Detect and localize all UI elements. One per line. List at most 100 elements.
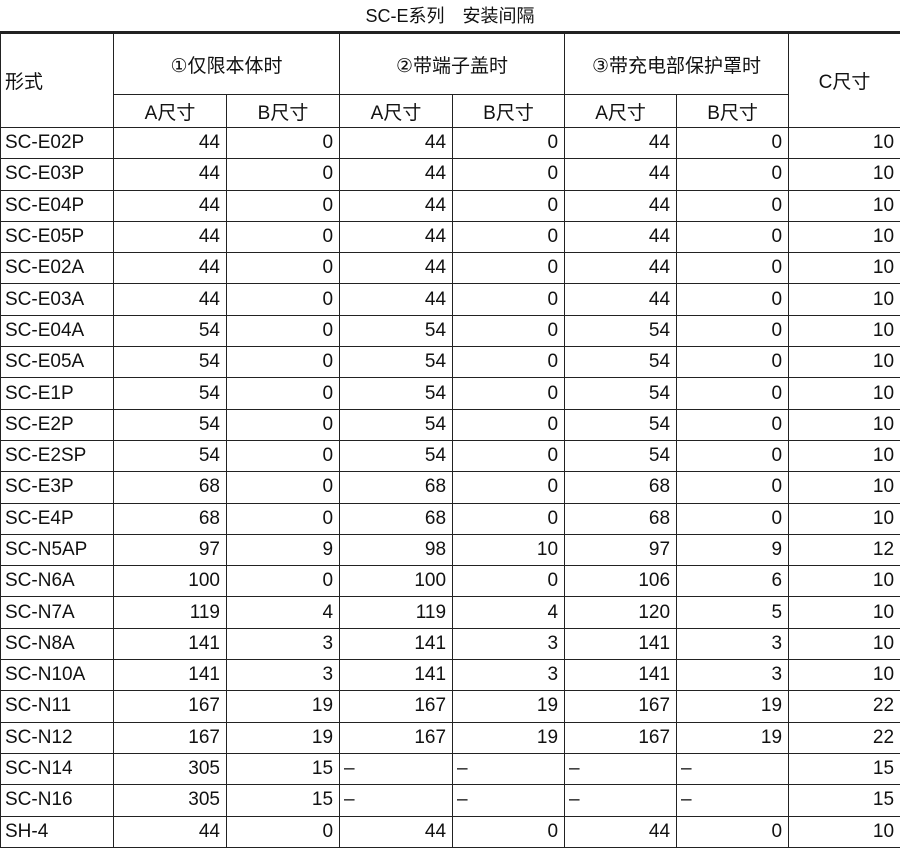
table-row: SC-E03A 44 0 44 0 44 0 10: [0, 283, 900, 316]
cell-c-dimension: 10: [788, 502, 900, 535]
cell-b-protective: 0: [676, 377, 790, 410]
cell-a-protective: 97: [564, 533, 678, 567]
cell-c-dimension: 22: [788, 690, 900, 723]
cell-model: SC-N11: [0, 690, 114, 723]
header-group-body-only: ①仅限本体时: [112, 33, 341, 95]
table-row: SC-E2P 54 0 54 0 54 0 10: [0, 408, 900, 441]
table-row: SC-E05A 54 0 54 0 54 0 10: [0, 346, 900, 379]
cell-a-protective: 54: [564, 439, 678, 473]
cell-b-body: 0: [225, 158, 341, 191]
cell-b-body: 0: [225, 283, 341, 316]
cell-model: SC-N6A: [0, 565, 114, 598]
cell-a-protective: 44: [564, 252, 678, 285]
cell-b-terminal: 0: [452, 439, 566, 473]
cell-b-terminal: 0: [452, 502, 566, 535]
table-row: SC-E1P 54 0 54 0 54 0 10: [0, 377, 900, 410]
cell-b-protective: 3: [676, 627, 790, 661]
cell-model: SC-E05P: [0, 220, 114, 254]
cell-model: SC-N14: [0, 752, 114, 786]
cell-b-terminal: 0: [452, 126, 566, 160]
cell-a-terminal: 119: [339, 596, 454, 629]
cell-b-body: 15: [225, 784, 341, 817]
cell-b-protective: 0: [676, 346, 790, 379]
table-row: SC-N16 305 15– – – –15: [0, 784, 900, 817]
cell-a-body: 141: [113, 659, 227, 692]
cell-a-protective: –: [564, 752, 678, 786]
cell-a-protective: 141: [564, 627, 678, 661]
cell-a-protective: 44: [564, 220, 678, 254]
table-row: SC-E04A 54 0 54 0 54 0 10: [0, 314, 900, 348]
table-title: SC-E系列 安装间隔: [0, 0, 900, 33]
cell-a-terminal: 54: [339, 346, 454, 379]
cell-a-terminal: 44: [339, 283, 454, 316]
header-group-terminal-cover: ②带端子盖时: [339, 33, 566, 95]
cell-b-terminal: 3: [452, 627, 566, 661]
cell-b-terminal: 0: [452, 283, 566, 316]
cell-a-terminal: 44: [339, 126, 454, 160]
cell-model: SC-E03A: [0, 283, 114, 316]
cell-c-dimension: 10: [788, 408, 900, 441]
cell-b-protective: 0: [676, 252, 790, 285]
table-row: SC-N8A 141 3 141 3 141 3 10: [0, 627, 900, 661]
header-c-dimension: C尺寸: [788, 33, 900, 128]
table-row: SC-E04P 44 0 44 0 44 0 10: [0, 189, 900, 222]
cell-b-protective: 6: [676, 565, 790, 598]
cell-b-protective: 0: [676, 314, 790, 348]
cell-b-terminal: 10: [452, 533, 566, 567]
table-row: SC-E4P 68 0 68 0 68 0 10: [0, 502, 900, 535]
cell-b-protective: 0: [676, 126, 790, 160]
cell-a-terminal: 68: [339, 471, 454, 504]
cell-b-terminal: 4: [452, 596, 566, 629]
cell-a-body: 305: [113, 784, 227, 817]
cell-c-dimension: 10: [788, 158, 900, 191]
cell-b-terminal: 0: [452, 158, 566, 191]
cell-a-terminal: 44: [339, 189, 454, 222]
cell-model: SC-N12: [0, 721, 114, 754]
cell-b-terminal: 0: [452, 220, 566, 254]
cell-b-terminal: 19: [452, 690, 566, 723]
header-model: 形式: [0, 33, 114, 128]
cell-b-protective: 0: [676, 815, 790, 848]
cell-b-body: 0: [225, 252, 341, 285]
cell-a-protective: 54: [564, 314, 678, 348]
cell-a-terminal: 44: [339, 815, 454, 848]
cell-b-body: 15: [225, 752, 341, 786]
cell-a-protective: 167: [564, 721, 678, 754]
table-row: SC-E05P 44 0 44 0 44 0 10: [0, 220, 900, 254]
cell-b-terminal: –: [452, 752, 566, 786]
cell-b-terminal: 0: [452, 314, 566, 348]
cell-c-dimension: 12: [788, 533, 900, 567]
cell-a-body: 54: [113, 408, 227, 441]
table-row: SC-N11 167 19 167 19 167 19 22: [0, 690, 900, 723]
cell-b-terminal: 19: [452, 721, 566, 754]
table-row: SC-N14 305 15– – – –15: [0, 752, 900, 786]
cell-a-body: 44: [113, 252, 227, 285]
cell-model: SC-N16: [0, 784, 114, 817]
cell-b-body: 0: [225, 408, 341, 441]
cell-b-terminal: 0: [452, 815, 566, 848]
cell-model: SC-E05A: [0, 346, 114, 379]
cell-b-terminal: –: [452, 784, 566, 817]
cell-b-body: 0: [225, 565, 341, 598]
cell-b-protective: 0: [676, 439, 790, 473]
cell-b-protective: –: [676, 752, 790, 786]
cell-a-protective: –: [564, 784, 678, 817]
cell-model: SC-E2P: [0, 408, 114, 441]
cell-b-body: 19: [225, 721, 341, 754]
cell-a-terminal: –: [339, 784, 454, 817]
cell-b-protective: 5: [676, 596, 790, 629]
cell-c-dimension: 15: [788, 752, 900, 786]
cell-b-protective: 19: [676, 721, 790, 754]
cell-a-body: 167: [113, 721, 227, 754]
cell-c-dimension: 10: [788, 252, 900, 285]
cell-model: SC-N7A: [0, 596, 114, 629]
cell-a-terminal: 54: [339, 439, 454, 473]
cell-b-protective: 0: [676, 502, 790, 535]
cell-a-body: 68: [113, 502, 227, 535]
cell-b-body: 3: [225, 627, 341, 661]
cell-b-terminal: 0: [452, 189, 566, 222]
cell-a-terminal: 44: [339, 158, 454, 191]
cell-model: SC-E04P: [0, 189, 114, 222]
cell-a-protective: 54: [564, 377, 678, 410]
cell-a-body: 54: [113, 377, 227, 410]
